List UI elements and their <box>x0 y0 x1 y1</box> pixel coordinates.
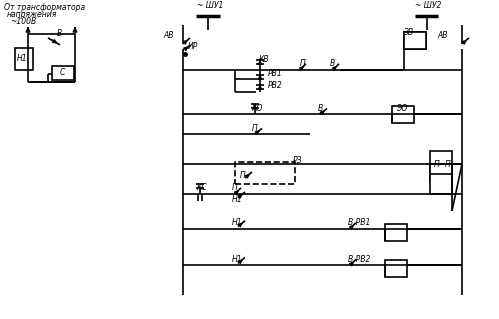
Text: П: П <box>445 160 451 168</box>
Text: П: П <box>252 124 258 133</box>
Text: В РВ2: В РВ2 <box>348 255 370 264</box>
Text: П: П <box>300 59 306 68</box>
Text: От трансформатора: От трансформатора <box>4 3 85 12</box>
Bar <box>52 66 74 80</box>
Text: РЗ: РЗ <box>293 156 302 165</box>
Bar <box>235 162 295 184</box>
Text: В: В <box>330 59 335 68</box>
Text: Н1: Н1 <box>232 195 243 204</box>
Text: В: В <box>318 104 323 113</box>
Text: КВ: КВ <box>259 55 269 64</box>
Text: ЗВ: ЗВ <box>404 28 414 37</box>
Bar <box>385 260 407 277</box>
Text: КО: КО <box>252 104 263 113</box>
Bar <box>392 107 414 123</box>
Text: ~ ШУ1: ~ ШУ1 <box>197 1 224 10</box>
Bar <box>385 224 407 241</box>
Text: Н1: Н1 <box>232 255 243 264</box>
Bar <box>430 151 452 181</box>
Text: П: П <box>434 160 440 168</box>
Text: КС: КС <box>197 183 208 192</box>
Text: АВ: АВ <box>163 32 174 41</box>
Text: ИР: ИР <box>188 42 199 51</box>
Text: ЭО: ЭО <box>396 104 407 113</box>
Text: РВ2: РВ2 <box>268 81 283 90</box>
Bar <box>430 164 452 194</box>
Text: РВ1: РВ1 <box>268 69 283 78</box>
Text: Н1: Н1 <box>232 218 243 227</box>
Text: АВ: АВ <box>437 32 448 41</box>
Text: П: П <box>232 183 238 192</box>
Text: С: С <box>60 68 65 77</box>
Text: ~100В: ~100В <box>10 17 36 26</box>
Text: П: П <box>240 172 246 181</box>
Text: В РВ1: В РВ1 <box>348 218 370 227</box>
Bar <box>404 32 426 49</box>
Bar <box>15 48 33 70</box>
Text: напряжения: напряжения <box>7 10 57 19</box>
Bar <box>404 32 426 49</box>
Text: Н1: Н1 <box>17 54 27 63</box>
Text: В: В <box>57 29 62 39</box>
Text: ~ ШУ2: ~ ШУ2 <box>415 1 442 10</box>
